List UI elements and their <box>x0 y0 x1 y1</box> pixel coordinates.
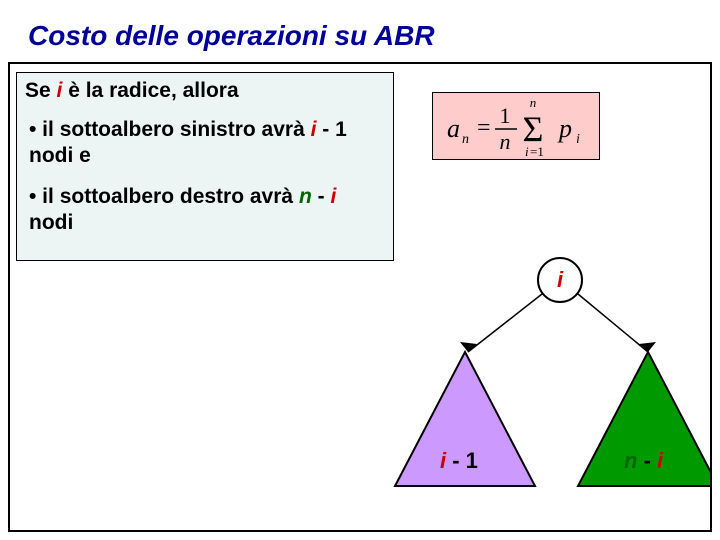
text-panel: Se i è la radice, allora • il sottoalber… <box>16 72 394 261</box>
formula-num: 1 <box>500 103 511 128</box>
formula-sum-bot-i: i <box>525 144 529 159</box>
intro-line: Se i è la radice, allora <box>25 79 385 103</box>
b2-var-i: i <box>330 185 336 208</box>
formula-a-sub: n <box>462 132 469 147</box>
b2-mid: - <box>312 185 331 208</box>
formula-box: a n = 1 n Σ n i =1 p i <box>432 92 600 160</box>
svg-text:n - i: n - i <box>624 448 664 473</box>
formula-p-sub: i <box>576 132 580 147</box>
formula-eq: = <box>477 115 491 141</box>
b1-pre: • il sottoalbero sinistro avrà <box>29 118 311 141</box>
intro-post: è la radice, allora <box>62 79 238 102</box>
slide-title: Costo delle operazioni su ABR <box>28 20 435 52</box>
b2-var-n: n <box>299 185 312 208</box>
formula-svg: a n = 1 n Σ n i =1 p i <box>433 93 601 161</box>
sigma-icon: Σ <box>523 109 544 149</box>
svg-text:i - 1: i - 1 <box>440 448 478 473</box>
b2-pre: • il sottoalbero destro avrà <box>29 185 299 208</box>
formula-sum-bot-eq: =1 <box>530 144 544 159</box>
formula-a: a <box>447 114 460 143</box>
bullet-2: • il sottoalbero destro avrà n - i nodi <box>25 184 385 237</box>
intro-pre: Se <box>25 79 57 102</box>
diagram-svg: i - 1 n - i i <box>380 238 710 518</box>
bullet-1: • il sottoalbero sinistro avrà i - 1 nod… <box>25 117 385 170</box>
formula-p: p <box>557 114 572 143</box>
tree-diagram: i - 1 n - i i <box>380 238 710 518</box>
formula-den: n <box>500 129 511 154</box>
formula-sum-top: n <box>530 95 537 110</box>
svg-text:i: i <box>557 267 564 292</box>
b2-post: nodi <box>29 211 73 234</box>
